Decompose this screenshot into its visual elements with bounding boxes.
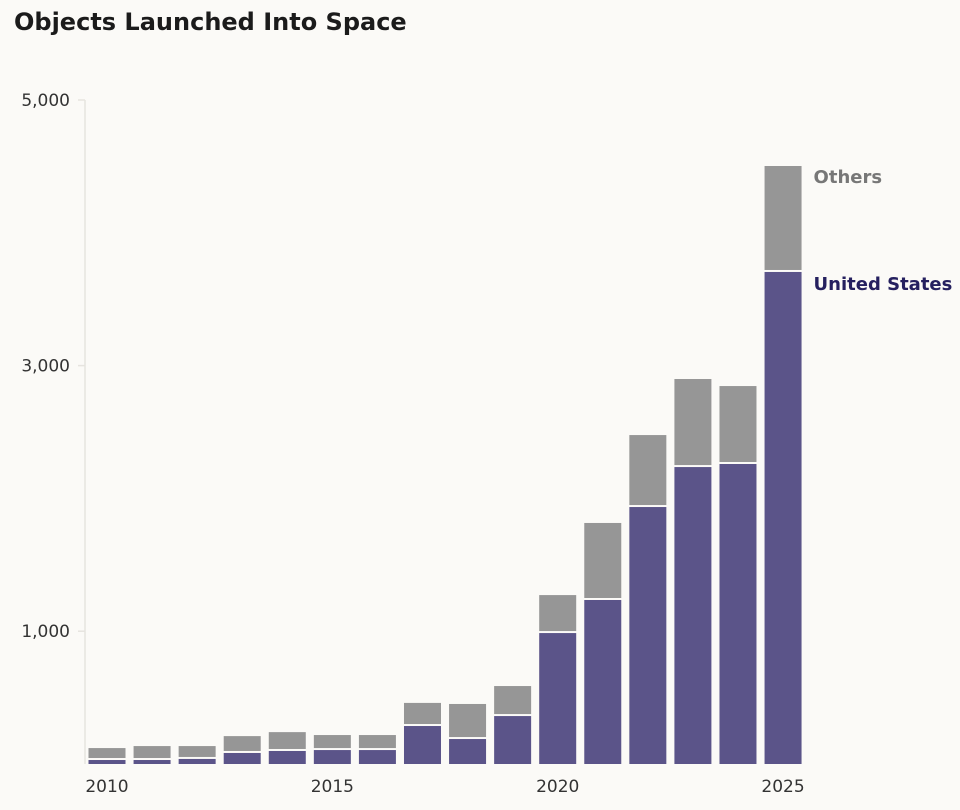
bar-united-states-2013 — [223, 752, 261, 764]
bar-united-states-2020 — [539, 633, 577, 764]
bar-others-2021 — [584, 522, 622, 598]
chart-title: Objects Launched Into Space — [14, 8, 407, 36]
bar-others-2014 — [268, 732, 306, 749]
bar-united-states-2023 — [674, 467, 712, 764]
bar-others-2016 — [358, 735, 396, 749]
x-tick-label: 2010 — [85, 777, 128, 797]
bar-others-2015 — [313, 735, 351, 749]
x-tick-label: 2025 — [761, 777, 804, 797]
bar-others-2012 — [178, 746, 216, 757]
series-label-united-states: United States — [814, 274, 953, 295]
bar-others-2011 — [133, 746, 171, 759]
bar-united-states-2012 — [178, 758, 216, 764]
bar-united-states-2014 — [268, 750, 306, 764]
bar-others-2023 — [674, 379, 712, 466]
bar-others-2024 — [719, 386, 757, 463]
bar-united-states-2017 — [403, 726, 441, 764]
bar-others-2013 — [223, 736, 261, 751]
y-tick-label: 5,000 — [21, 91, 70, 111]
bar-united-states-2015 — [313, 750, 351, 764]
bar-others-2017 — [403, 702, 441, 725]
bar-united-states-2025 — [764, 271, 802, 764]
bar-others-2025 — [764, 166, 802, 270]
bar-united-states-2022 — [629, 507, 667, 764]
series-label-others: Others — [814, 167, 883, 188]
bar-united-states-2016 — [358, 750, 396, 764]
y-tick-label: 3,000 — [21, 357, 70, 377]
bar-united-states-2010 — [88, 760, 126, 764]
x-tick-label: 2015 — [311, 777, 354, 797]
bar-united-states-2024 — [719, 464, 757, 764]
bar-others-2020 — [539, 595, 577, 632]
bar-united-states-2018 — [449, 739, 487, 764]
bar-others-2022 — [629, 435, 667, 506]
x-tick-label: 2020 — [536, 777, 579, 797]
bar-others-2018 — [449, 703, 487, 738]
bar-united-states-2019 — [494, 716, 532, 764]
bar-others-2019 — [494, 686, 532, 715]
bar-united-states-2021 — [584, 599, 622, 764]
bar-others-2010 — [88, 748, 126, 759]
y-tick-label: 1,000 — [21, 622, 70, 642]
bar-united-states-2011 — [133, 760, 171, 764]
